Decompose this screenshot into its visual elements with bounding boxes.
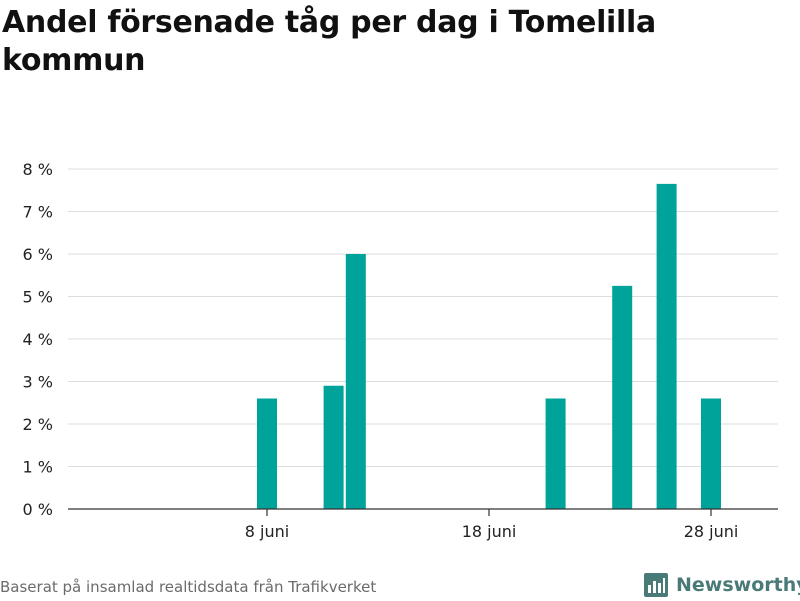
newsworthy-icon: [644, 573, 668, 597]
bar: [345, 254, 366, 509]
x-tick-label: 18 juni: [462, 522, 517, 541]
x-tick-label: 8 juni: [245, 522, 289, 541]
y-tick-label: 0 %: [23, 500, 53, 519]
bar: [323, 385, 344, 509]
y-axis-ticks: 0 % 1 % 2 % 3 % 4 % 5 % 6 % 7 % 8 %: [23, 160, 53, 519]
bar: [612, 285, 633, 509]
x-tick-label: 28 juni: [684, 522, 739, 541]
y-tick-label: 4 %: [23, 330, 53, 349]
bar: [656, 183, 677, 509]
y-tick-label: 1 %: [23, 458, 53, 477]
bar: [257, 398, 277, 509]
y-tick-label: 2 %: [23, 415, 53, 434]
y-tick-label: 5 %: [23, 288, 53, 307]
chart-title: Andel försenade tåg per dag i Tomelilla …: [2, 5, 656, 78]
y-tick-label: 6 %: [23, 245, 53, 264]
newsworthy-logo[interactable]: Newsworthy: [644, 569, 800, 601]
brand-name: Newsworthy: [676, 574, 800, 596]
source-note: Baserat på insamlad realtidsdata från Tr…: [0, 578, 377, 596]
y-tick-label: 8 %: [23, 160, 53, 179]
y-tick-label: 3 %: [23, 373, 53, 392]
bar: [545, 398, 566, 509]
y-tick-label: 7 %: [23, 203, 53, 222]
x-axis-ticks: 8 juni 18 juni 28 juni: [245, 509, 739, 541]
bars: [257, 183, 721, 509]
bar: [701, 398, 721, 509]
